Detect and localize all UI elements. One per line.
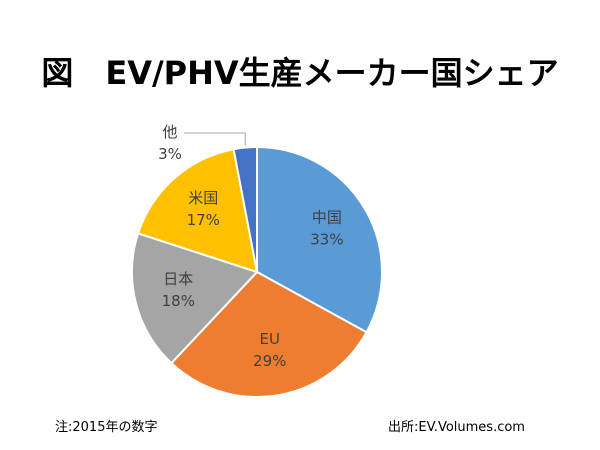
data-label-category: 日本 [163, 270, 193, 288]
data-label-category: 中国 [312, 209, 342, 227]
pie-slice-4 [232, 145, 258, 273]
pie-slice-2 [131, 232, 259, 365]
data-label-value: 18% [162, 292, 195, 310]
data-label-category: EU [259, 330, 279, 348]
data-label-value: 29% [253, 352, 286, 370]
data-label-category: 米国 [188, 189, 218, 207]
data-label-category: 他 [162, 123, 177, 141]
data-label-value: 33% [310, 231, 343, 249]
footnote: 注:2015年の数字 [55, 420, 158, 435]
pie-slice-3 [136, 148, 259, 274]
leader-line [184, 132, 246, 146]
pie-slice-1 [170, 270, 368, 398]
data-label-value: 3% [158, 145, 182, 163]
pie-slice-0 [256, 145, 383, 334]
chart-title: 図 EV/PHV生産メーカー国シェア [41, 54, 559, 92]
source-note: 出所:EV.Volumes.com [388, 420, 525, 435]
data-label-value: 17% [187, 211, 220, 229]
